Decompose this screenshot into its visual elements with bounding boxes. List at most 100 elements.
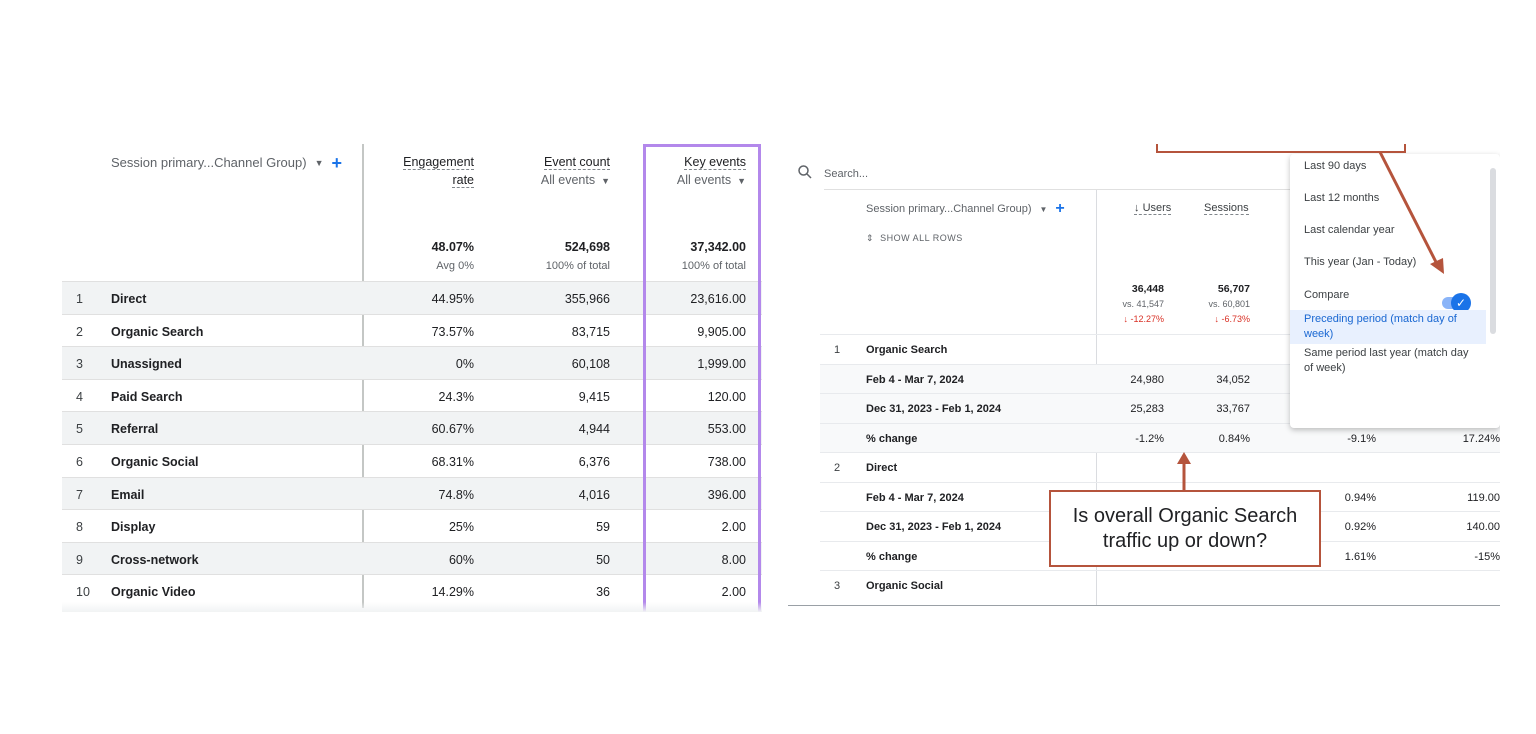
header-title: Engagement: [403, 155, 474, 170]
table-row[interactable]: Feb 4 - Mar 7, 2024 0.94% 119.00: [820, 482, 1500, 512]
total-change: ↓ -6.73%: [1214, 314, 1250, 324]
engagement-rate-header[interactable]: Engagement rate: [403, 153, 474, 189]
chevron-down-icon[interactable]: ▼: [601, 176, 610, 186]
add-dimension-icon[interactable]: +: [1055, 200, 1065, 217]
users-header[interactable]: ↓ Users: [1134, 202, 1172, 215]
row-index: 5: [76, 422, 83, 437]
total-sub: 100% of total: [545, 260, 610, 272]
add-dimension-icon[interactable]: +: [331, 152, 343, 173]
option-same-period-last-year[interactable]: Same period last year (match day of week…: [1304, 347, 1469, 374]
menu-item-last-90-days[interactable]: Last 90 days: [1304, 160, 1367, 172]
row-index: 2: [76, 324, 83, 339]
row-index: 7: [76, 487, 83, 502]
sort-down-icon: ↓: [1134, 202, 1143, 214]
row-index: 6: [76, 454, 83, 469]
chevron-down-icon[interactable]: ▼: [737, 176, 746, 186]
row-index: 3: [76, 357, 83, 372]
event-count-cell: 355,966: [564, 292, 610, 306]
event-count-cell: 36: [596, 585, 610, 600]
engagement-rate-cell: 25%: [448, 520, 474, 535]
key-events-cell: 8.00: [721, 552, 746, 567]
table-row[interactable]: 4 Paid Search 24.3% 9,415 120.00: [62, 378, 762, 412]
sessions-cell: 33,767: [1216, 403, 1250, 415]
channel-name: Paid Search: [111, 389, 183, 404]
event-count-cell: 60,108: [571, 357, 610, 372]
total-value: 37,342.00: [690, 240, 746, 254]
users-cell: 24,980: [1130, 374, 1164, 386]
dimension-header-label: Session primary...Channel Group): [111, 155, 307, 170]
search-input[interactable]: Search...: [824, 167, 869, 180]
event-count-cell: 4,016: [578, 487, 610, 502]
show-all-rows-button[interactable]: ⇕ SHOW ALL ROWS: [866, 233, 963, 244]
bottom-fade: [62, 602, 762, 612]
table-group-row[interactable]: 1 Organic Search: [820, 334, 1500, 364]
event-count-cell: 4,944: [578, 422, 610, 437]
event-filter-select[interactable]: All events: [676, 173, 732, 187]
event-filter-select[interactable]: All events: [540, 173, 596, 187]
channel-name: Organic Video: [111, 585, 196, 600]
left-report-table: Session primary...Channel Group) ▼ + Eng…: [62, 144, 762, 612]
metric-cell: 0.92%: [1344, 521, 1376, 533]
event-count-header[interactable]: Event count All events ▼: [541, 153, 610, 190]
event-count-cell: 83,715: [571, 324, 610, 339]
engagement-rate-cell: 74.8%: [438, 487, 474, 502]
arrow-head: [1430, 258, 1444, 274]
sessions-total: 56,707 vs. 60,801 ↓ -6.73%: [1208, 282, 1250, 327]
key-events-header[interactable]: Key events All events ▼: [677, 153, 746, 190]
engagement-rate-cell: 44.95%: [431, 292, 474, 306]
table-row[interactable]: 8 Display 25% 59 2.00: [62, 509, 762, 542]
key-events-cell: 1,999.00: [697, 357, 746, 372]
menu-item-last-calendar-year[interactable]: Last calendar year: [1304, 224, 1395, 236]
event-count-total: 524,698 100% of total: [546, 240, 610, 272]
channel-name: Unassigned: [111, 357, 182, 372]
key-events-total: 37,342.00 100% of total: [682, 240, 746, 272]
engagement-rate-cell: 60.67%: [431, 422, 474, 437]
table-row[interactable]: 10 Organic Video 14.29% 36 2.00: [62, 574, 762, 607]
metric-cell: 0.94%: [1344, 492, 1376, 504]
key-events-cell: 738.00: [707, 454, 746, 469]
header-title-line2: rate: [452, 173, 474, 188]
table-row[interactable]: 2 Organic Search 73.57% 83,715 9,905.00: [62, 313, 762, 347]
menu-item-this-year[interactable]: This year (Jan - Today): [1304, 256, 1417, 268]
dimension-header-label: Session primary...Channel Group): [866, 203, 1032, 215]
metric-cell: 140.00: [1466, 521, 1500, 533]
key-events-cell: 396.00: [707, 487, 746, 502]
channel-name: Cross-network: [111, 552, 199, 567]
arrow-head: [1177, 452, 1191, 464]
sessions-cell: 0.84%: [1218, 433, 1250, 445]
dimension-header[interactable]: Session primary...Channel Group) ▼ +: [866, 200, 1065, 217]
key-events-cell: 120.00: [707, 389, 746, 404]
search-bar[interactable]: Search...: [798, 158, 1324, 190]
sessions-header-label: Sessions: [1204, 202, 1249, 214]
right-report-table: Search... Session primary...Channel Grou…: [788, 144, 1500, 606]
scrollbar[interactable]: [1490, 168, 1496, 334]
option-preceding-period[interactable]: Preceding period (match day of week): [1304, 313, 1457, 340]
metric-cell: -9.1%: [1347, 433, 1376, 445]
table-row[interactable]: 6 Organic Social 68.31% 6,376 738.00: [62, 443, 762, 477]
check-icon[interactable]: ✓: [1451, 293, 1471, 313]
sessions-header[interactable]: Sessions: [1204, 202, 1249, 215]
metric-cell: 119.00: [1467, 492, 1500, 504]
key-events-highlight-box: [643, 144, 761, 612]
table-group-row[interactable]: 3 Organic Social: [820, 570, 1500, 600]
row-label: Dec 31, 2023 - Feb 1, 2024: [866, 403, 1002, 415]
row-index: 8: [76, 520, 83, 535]
metric-cell: -15%: [1474, 551, 1500, 563]
chevron-down-icon[interactable]: ▼: [314, 157, 324, 168]
row-index: 2: [834, 462, 841, 474]
total-sub: 100% of total: [681, 260, 746, 272]
annotation-arrows: [1177, 151, 1444, 490]
users-header-label: Users: [1142, 202, 1172, 214]
total-sub: Avg 0%: [436, 260, 474, 272]
row-label: Organic Search: [866, 344, 948, 356]
event-count-cell: 6,376: [578, 454, 610, 469]
row-label: Organic Social: [866, 580, 944, 592]
date-range-dropdown: Last 90 days Last 12 months Last calenda…: [1290, 154, 1500, 428]
dimension-header[interactable]: Session primary...Channel Group) ▼ +: [111, 152, 343, 173]
channel-name: Organic Search: [111, 324, 204, 339]
table-group-row[interactable]: 2 Direct: [820, 452, 1500, 482]
row-label: % change: [866, 433, 918, 445]
menu-item-last-12-months[interactable]: Last 12 months: [1304, 192, 1380, 204]
chevron-down-icon[interactable]: ▼: [1039, 204, 1048, 214]
engagement-rate-total: 48.07% Avg 0%: [432, 240, 474, 272]
